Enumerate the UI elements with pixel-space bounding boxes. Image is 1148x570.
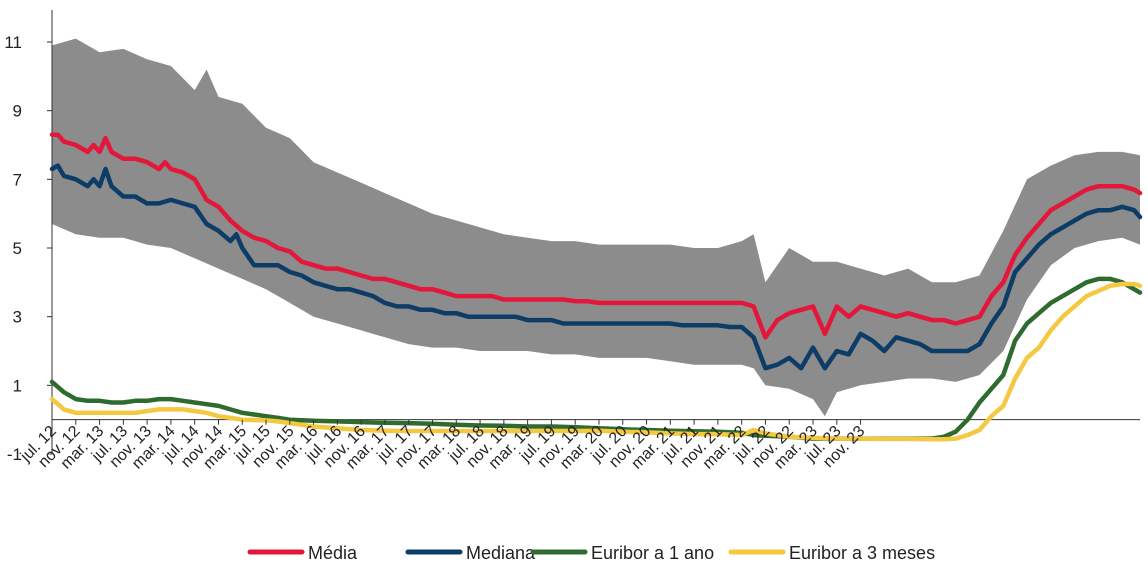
y-tick-label: 7 [13,170,22,189]
dispersion-band [52,38,1140,417]
series-line-4 [49,281,1143,442]
band-area [52,38,1140,417]
y-tick-label: 11 [4,33,22,52]
series-line-3 [49,276,1143,441]
series-line-1 [49,132,1143,340]
legend-label-1: Média [308,543,358,563]
y-tick-label: -1 [7,445,22,464]
legend-label-4: Euribor a 3 meses [789,543,935,563]
legend-label-3: Euribor a 1 ano [591,543,714,563]
y-tick-label: 1 [13,376,22,395]
y-axis-ticks: -1 1 3 5 7 9 11 [4,33,52,464]
legend-label-2: Mediana [466,543,536,563]
y-tick-label: 3 [13,308,22,327]
series-lines [49,132,1143,442]
series-line-2 [49,163,1143,371]
y-tick-label: 9 [13,102,22,121]
y-tick-label: 5 [13,239,22,258]
legend: Média Mediana Euribor a 1 ano Euribor a 3 m… [247,543,935,563]
